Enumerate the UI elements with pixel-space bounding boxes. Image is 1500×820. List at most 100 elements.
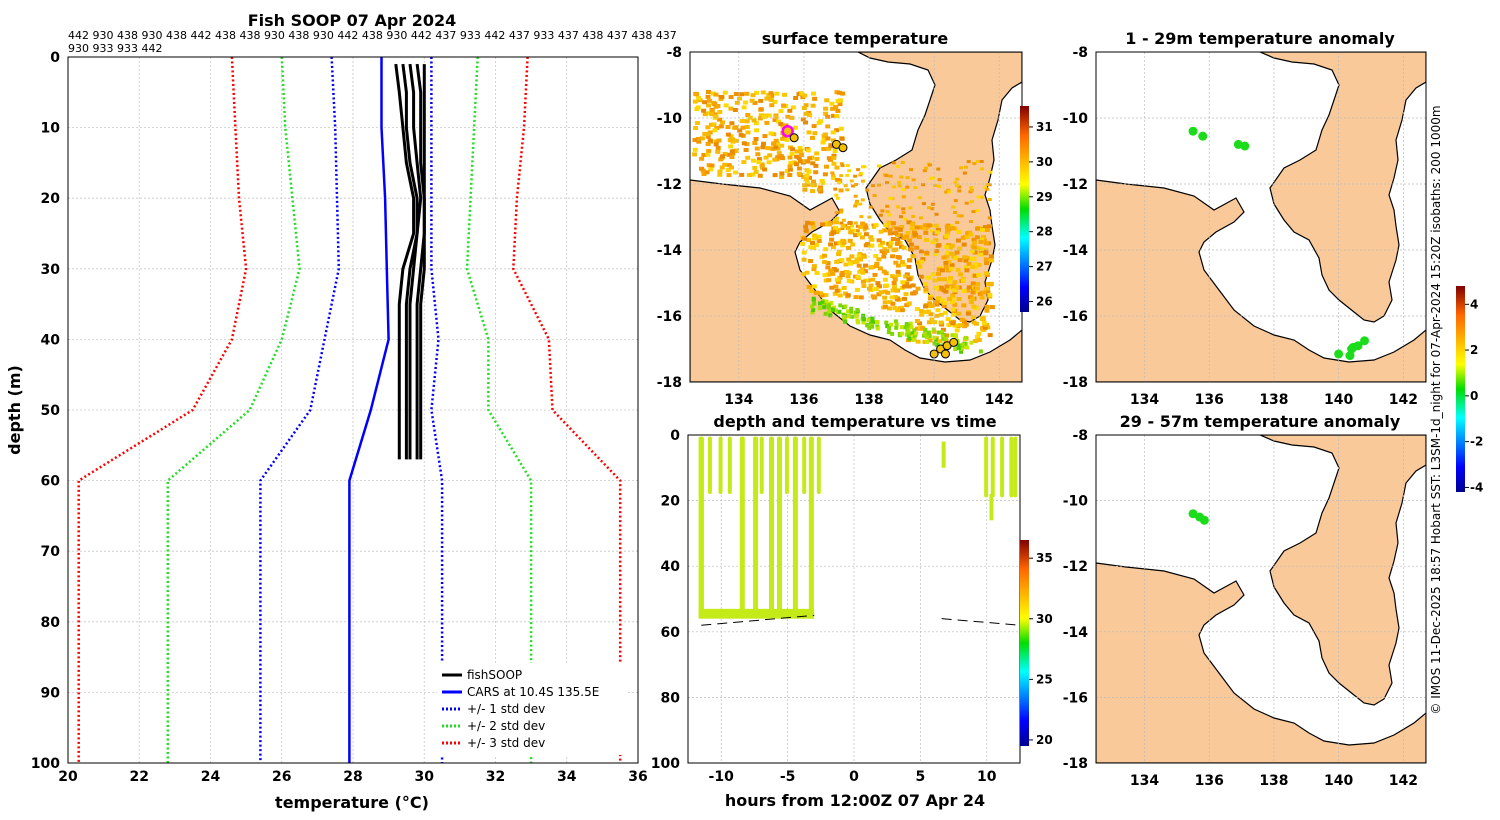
anomaly-point [1198, 131, 1208, 141]
sst-pixel [895, 308, 901, 313]
sst-pixel [728, 134, 734, 139]
map-ytick-label: -16 [657, 309, 682, 325]
sst-pixel [792, 125, 798, 130]
anomaly1-grid [1096, 52, 1426, 382]
sst-pixel [900, 161, 905, 164]
sst-pixel [955, 184, 959, 188]
sst-pixel [882, 300, 888, 305]
sst-pixel [885, 290, 891, 295]
timeseries-title: depth and temperature vs time [713, 412, 996, 431]
sst-pixel [932, 278, 938, 283]
map-ytick-label: -8 [1072, 428, 1088, 444]
sst-pixel [938, 285, 944, 290]
sst-pixel [752, 100, 758, 105]
sst-pixel [762, 134, 768, 139]
sst-pixel [859, 215, 864, 219]
sst-pixel [728, 95, 734, 100]
sst-pixel [856, 253, 862, 258]
sst-pixel [943, 265, 949, 269]
anomaly-colorbar-label: 4 [1470, 297, 1478, 311]
sst-pixel [699, 166, 704, 171]
sst-pixel [973, 265, 979, 270]
sst-pixel [920, 326, 926, 331]
sst-pixel [705, 94, 711, 99]
sst-pixel [811, 91, 816, 96]
sst-pixel [860, 198, 865, 202]
sst-pixel [811, 179, 816, 184]
sst-pixel [856, 232, 862, 237]
fishsoop-cast-line-3 [415, 63, 426, 460]
ts-shallow-cast [718, 436, 723, 495]
map-ytick-label: -16 [1063, 690, 1088, 706]
sst-pixel [819, 293, 825, 298]
sst-pixel [719, 165, 725, 170]
sst-pixel [905, 176, 910, 180]
sst-pixel [880, 209, 885, 213]
sst-ticks: 134 136 138 140 142 -8 -10 -12 -14 -16 -18 [657, 45, 1014, 408]
sst-pixel [987, 183, 992, 187]
sst-pixel [940, 268, 945, 273]
credit-text: © IMOS 11-Dec-2025 18:57 Hobart SST: L3S… [1429, 105, 1443, 714]
sst-pixel [855, 224, 860, 228]
sst-pixel [779, 175, 785, 179]
sst-pixel [817, 187, 822, 192]
sst-pixel [829, 285, 835, 290]
sst-pixel [947, 297, 952, 301]
sst-pixel [890, 288, 896, 293]
sst-pixel [952, 288, 958, 293]
sst-pixel [768, 91, 774, 96]
sst-pixel [720, 120, 725, 125]
sst-pixel [760, 145, 766, 150]
sst-pixel [834, 128, 840, 133]
profile-frame [67, 56, 639, 764]
sst-pixel [915, 286, 921, 291]
sst-pixel [963, 258, 969, 263]
map-ytick-label: -10 [1063, 494, 1089, 510]
map-ytick-label: -14 [657, 243, 683, 259]
sst-pixel [854, 183, 858, 186]
sst-pixel [946, 323, 952, 327]
map-xtick-label: 134 [724, 392, 753, 408]
sst-pixel [839, 208, 844, 212]
sst-pixel [948, 276, 954, 280]
sst-pixel [949, 263, 955, 268]
sst-pixel [713, 114, 719, 119]
sst-pixel [896, 205, 901, 209]
sst-pixel [983, 251, 989, 256]
sst-pixel [950, 295, 956, 300]
sst-pixel [860, 221, 866, 226]
sst-pixel [787, 108, 793, 113]
profile-xtick-label: 20 [58, 769, 78, 785]
sst-pixel [771, 132, 777, 137]
sst-pixel [957, 189, 962, 193]
sst-pixel [804, 176, 809, 181]
ts-late-cast [1013, 436, 1018, 498]
sst-pixel [936, 267, 942, 272]
ts-colorbar-label: 20 [1036, 733, 1053, 747]
sst-pixel [930, 207, 935, 211]
sst-pixel [985, 281, 991, 286]
ts-late-cast [941, 441, 946, 468]
sst-pixel [851, 184, 856, 188]
sst-pixel [942, 310, 948, 315]
sst-pixel [757, 173, 763, 178]
sst-pixel [726, 152, 732, 157]
sst-pixel [830, 113, 836, 118]
sst-pixel [769, 93, 775, 98]
sst-pixel [728, 144, 734, 149]
sst-pixel [753, 137, 759, 141]
sst-pixel [772, 157, 778, 162]
sst-pixel [868, 205, 873, 209]
sst-pixel [834, 259, 840, 264]
sst-pixel [979, 295, 985, 300]
sst-pixel [975, 160, 980, 164]
sst-pixel [803, 120, 808, 125]
sst-pixel [767, 153, 773, 158]
sst-pixel [784, 169, 790, 173]
sst-pixel [895, 255, 901, 259]
profile-panel: 20 22 24 26 28 30 32 34 36 0 10 20 30 40 50 60 70 80 90 100… [5, 11, 677, 812]
anomaly1-land-south [1096, 179, 1426, 382]
sst-pixel [961, 303, 967, 308]
sst-pixel [840, 227, 845, 231]
sst-pixel [830, 271, 836, 276]
